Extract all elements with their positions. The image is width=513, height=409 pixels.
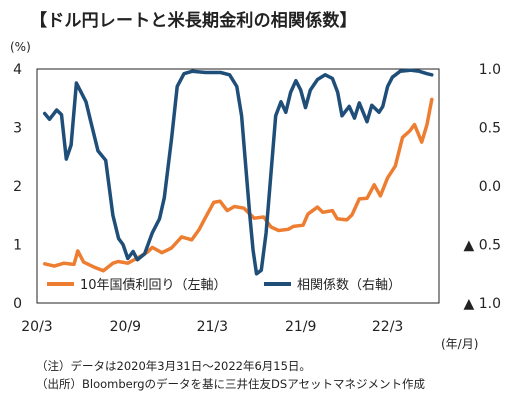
series-line-yield bbox=[42, 97, 434, 273]
legend-label-correlation: 相関係数（右軸） bbox=[297, 278, 401, 293]
legend: 10年国債利回り（左軸） 相関係数（右軸） bbox=[47, 278, 401, 293]
series-layer bbox=[42, 68, 434, 276]
legend-label-yield: 10年国債利回り（左軸） bbox=[80, 278, 227, 293]
right-axis-tick-label: 0.0 bbox=[479, 179, 501, 195]
x-axis-tick-label: 22/3 bbox=[372, 319, 403, 335]
plot-frame bbox=[36, 68, 440, 304]
left-axis-tick-label: 0 bbox=[13, 296, 22, 312]
right-axis-tick-label: ▲ 0.5 bbox=[464, 238, 501, 254]
right-axis-tick-label: 1.0 bbox=[479, 62, 501, 78]
left-axis-tick-label: 3 bbox=[13, 121, 22, 137]
left-axis-tick-label: 1 bbox=[13, 238, 22, 254]
right-axis-tick-label: 0.5 bbox=[479, 121, 501, 137]
left-axis-unit: (%) bbox=[10, 40, 31, 54]
x-axis-tick-label: 21/9 bbox=[285, 319, 316, 335]
left-axis-tick-label: 2 bbox=[13, 179, 22, 195]
chart-title: 【ドル円レートと米長期金利の相関係数】 bbox=[30, 11, 357, 31]
left-axis-tick-label: 4 bbox=[13, 62, 22, 78]
source-line: （出所）Bloombergのデータを基に三井住友DSアセットマネジメント作成 bbox=[36, 377, 425, 391]
note-line: （注）データは2020年3月31日～2022年6月15日。 bbox=[36, 359, 311, 373]
right-axis-tick-label: ▲ 1.0 bbox=[464, 296, 501, 312]
left-axis-ticks: 0 1 2 3 4 bbox=[13, 62, 22, 312]
x-axis-tick-label: 20/9 bbox=[110, 319, 141, 335]
x-axis-tick-label: 20/3 bbox=[21, 319, 52, 335]
x-axis-tick-label: 21/3 bbox=[197, 319, 228, 335]
right-axis-ticks: ▲ 1.0 ▲ 0.5 0.0 0.5 1.0 bbox=[464, 62, 501, 312]
series-line-correlation bbox=[42, 68, 434, 276]
x-axis-ticks: 20/3 20/9 21/3 21/9 22/3 bbox=[21, 319, 403, 335]
x-axis-unit: (年/月) bbox=[441, 337, 478, 351]
